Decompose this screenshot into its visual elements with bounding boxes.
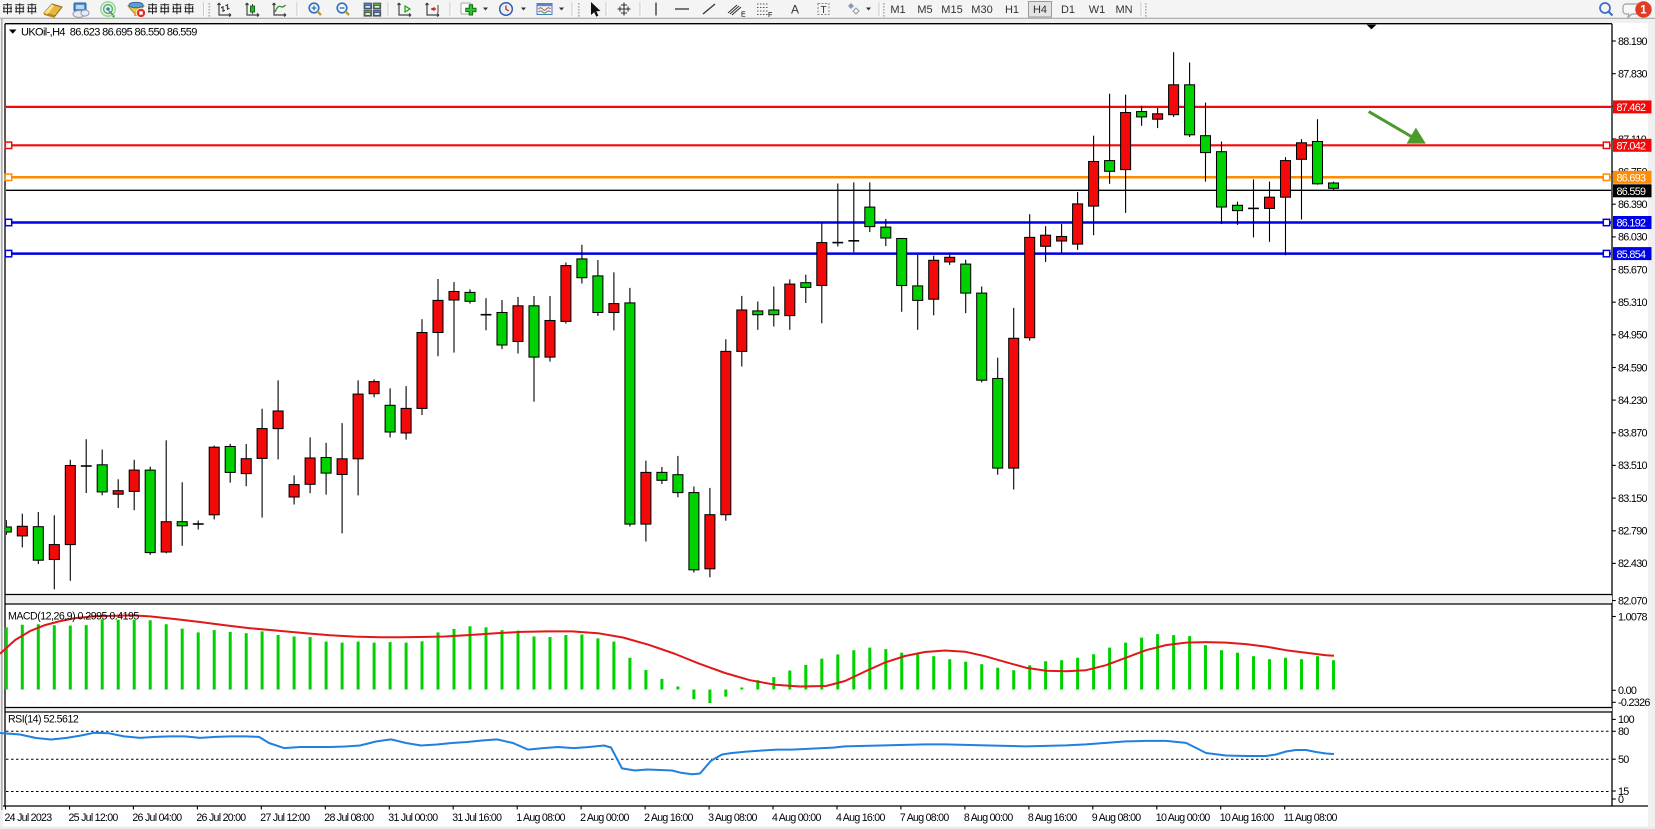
- svg-text:82.430: 82.430: [1618, 558, 1648, 570]
- svg-text:3 Aug 08:00: 3 Aug 08:00: [708, 812, 757, 824]
- svg-text:-0.2326: -0.2326: [1618, 697, 1650, 709]
- svg-text:85.310: 85.310: [1618, 297, 1648, 309]
- svg-text:86.559: 86.559: [1617, 186, 1647, 198]
- svg-text:87.462: 87.462: [1617, 102, 1647, 114]
- svg-text:10 Aug 00:00: 10 Aug 00:00: [1156, 812, 1211, 824]
- svg-text:50: 50: [1618, 754, 1629, 766]
- svg-text:1.0078: 1.0078: [1618, 611, 1648, 623]
- svg-text:F: F: [768, 12, 772, 19]
- svg-text:86.693: 86.693: [1617, 173, 1647, 185]
- svg-text:24 Jul 2023: 24 Jul 2023: [5, 812, 53, 824]
- svg-text:100: 100: [1618, 714, 1635, 726]
- svg-text:T: T: [821, 5, 827, 16]
- svg-text:4 Aug 00:00: 4 Aug 00:00: [772, 812, 821, 824]
- svg-text:88.190: 88.190: [1618, 36, 1648, 48]
- svg-text:8 Aug 16:00: 8 Aug 16:00: [1028, 812, 1077, 824]
- svg-text:87.830: 87.830: [1618, 69, 1648, 81]
- svg-text:4 Aug 16:00: 4 Aug 16:00: [836, 812, 885, 824]
- svg-text:2 Aug 00:00: 2 Aug 00:00: [580, 812, 629, 824]
- svg-text:0.00: 0.00: [1618, 685, 1637, 697]
- svg-text:26 Jul 20:00: 26 Jul 20:00: [196, 812, 246, 824]
- svg-text:D1: D1: [1061, 4, 1075, 16]
- svg-text:26 Jul 04:00: 26 Jul 04:00: [132, 812, 182, 824]
- svg-text:A: A: [791, 3, 799, 17]
- svg-text:85.854: 85.854: [1617, 249, 1647, 261]
- svg-text:1 Aug 08:00: 1 Aug 08:00: [516, 812, 565, 824]
- svg-text:MACD(12,26,9) 0.2995 0.4195: MACD(12,26,9) 0.2995 0.4195: [8, 611, 139, 623]
- svg-text:7 Aug 08:00: 7 Aug 08:00: [900, 812, 949, 824]
- svg-text:85.670: 85.670: [1618, 264, 1648, 276]
- svg-text:86.030: 86.030: [1618, 232, 1648, 244]
- svg-text:86.390: 86.390: [1618, 199, 1648, 211]
- svg-text:M30: M30: [971, 4, 992, 16]
- svg-text:8 Aug 00:00: 8 Aug 00:00: [964, 812, 1013, 824]
- svg-text:10 Aug 16:00: 10 Aug 16:00: [1220, 812, 1275, 824]
- svg-text:M1: M1: [890, 4, 905, 16]
- svg-text:15: 15: [1618, 786, 1629, 798]
- svg-text:W1: W1: [1089, 4, 1106, 16]
- svg-text:H1: H1: [1005, 4, 1019, 16]
- svg-text:2 Aug 16:00: 2 Aug 16:00: [644, 812, 693, 824]
- svg-text:31 Jul 00:00: 31 Jul 00:00: [388, 812, 438, 824]
- svg-text:31 Jul 16:00: 31 Jul 16:00: [452, 812, 502, 824]
- svg-text:82.790: 82.790: [1618, 526, 1648, 538]
- svg-text:83.870: 83.870: [1618, 428, 1648, 440]
- svg-text:H4: H4: [1033, 4, 1047, 16]
- svg-text:0: 0: [1618, 794, 1624, 806]
- svg-text:9 Aug 08:00: 9 Aug 08:00: [1092, 812, 1141, 824]
- svg-text:82.070: 82.070: [1618, 595, 1648, 607]
- svg-text:MN: MN: [1115, 4, 1132, 16]
- svg-text:84.230: 84.230: [1618, 395, 1648, 407]
- svg-text:RSI(14) 52.5612: RSI(14) 52.5612: [8, 714, 79, 726]
- svg-text:25 Jul 12:00: 25 Jul 12:00: [69, 812, 119, 824]
- svg-text:80: 80: [1618, 726, 1629, 738]
- svg-text:84.590: 84.590: [1618, 362, 1648, 374]
- svg-text:M15: M15: [941, 4, 962, 16]
- svg-text:87.042: 87.042: [1617, 141, 1647, 153]
- svg-text:83.150: 83.150: [1618, 493, 1648, 505]
- svg-text:1: 1: [1640, 5, 1647, 17]
- svg-text:M5: M5: [917, 4, 932, 16]
- svg-text:11 Aug 08:00: 11 Aug 08:00: [1284, 812, 1338, 824]
- svg-text:28 Jul 08:00: 28 Jul 08:00: [324, 812, 374, 824]
- svg-text:E: E: [741, 12, 746, 19]
- svg-text:UKOil-,H4 86.623 86.695 86.55: UKOil-,H4 86.623 86.695 86.550 86.559: [21, 27, 197, 39]
- svg-text:84.950: 84.950: [1618, 330, 1648, 342]
- svg-text:27 Jul 12:00: 27 Jul 12:00: [260, 812, 310, 824]
- svg-text:83.510: 83.510: [1618, 460, 1648, 472]
- svg-text:86.192: 86.192: [1617, 218, 1647, 230]
